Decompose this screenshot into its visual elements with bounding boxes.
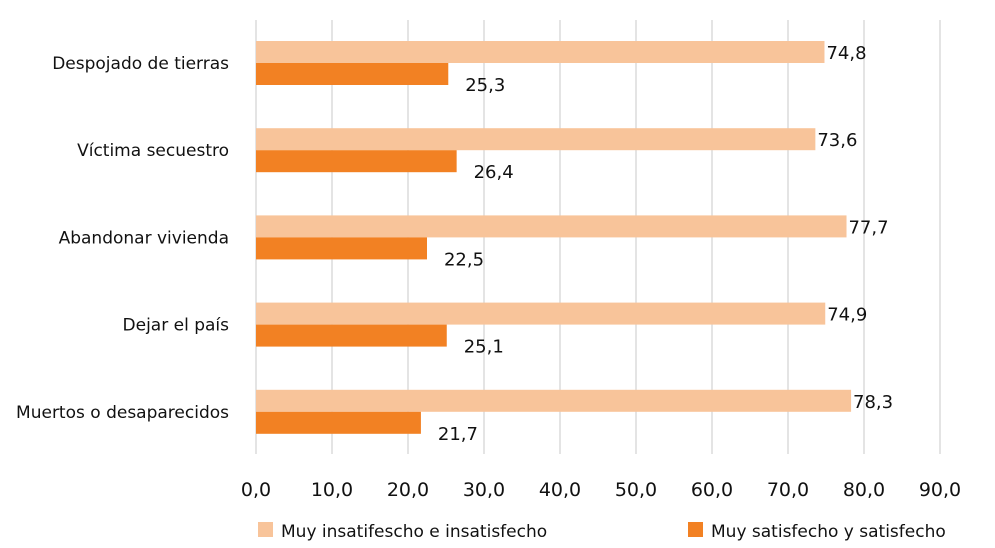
x-tick-label: 90,0 [919,479,961,501]
x-tick-label: 0,0 [241,479,271,501]
category-label: Muertos o desaparecidos [16,403,229,423]
data-label: 21,7 [438,424,478,445]
x-tick-label: 60,0 [691,479,733,501]
data-label: 25,3 [465,75,505,96]
x-tick-label: 70,0 [767,479,809,501]
data-label: 78,3 [853,392,893,413]
category-labels: Despojado de tierras Víctima secuestro Aba… [16,54,229,423]
x-tick-label: 40,0 [539,479,581,501]
data-label: 26,4 [474,162,514,183]
legend-label: Muy satisfecho y satisfecho [711,522,946,542]
bar-insatisfecho [256,215,847,238]
bar-satisfecho [256,150,457,173]
x-tick-label: 80,0 [843,479,885,501]
legend-swatch [688,522,703,537]
bars [256,41,852,434]
category-label: Abandonar vivienda [59,228,229,248]
category-label: Víctima secuestro [77,141,229,161]
x-tick-label: 10,0 [311,479,353,501]
x-tick-label: 50,0 [615,479,657,501]
data-label: 74,8 [826,43,866,64]
legend: Muy insatifescho e insatisfecho Muy satis… [258,522,946,542]
bar-satisfecho [256,63,449,85]
data-label: 73,6 [817,130,857,151]
data-label: 77,7 [848,217,888,238]
bar-insatisfecho [256,302,826,325]
category-label: Despojado de tierras [52,54,229,74]
bar-satisfecho [256,411,421,434]
x-tick-label: 30,0 [463,479,505,501]
category-label: Dejar el país [123,316,230,336]
x-tick-label: 20,0 [387,479,429,501]
data-label: 25,1 [464,337,504,358]
value-labels: 74,8 25,3 73,6 26,4 77,7 22,5 74,9 25,1 78,3 21,7 [438,43,893,445]
bar-insatisfecho [256,41,825,63]
bar-satisfecho [256,237,427,260]
legend-swatch [258,522,273,537]
legend-label: Muy insatifescho e insatisfecho [281,522,547,542]
bar-insatisfecho [256,389,852,412]
data-label: 22,5 [444,249,484,270]
bar-insatisfecho [256,128,816,151]
data-label: 74,9 [827,305,867,326]
x-axis-ticks: 0,0 10,0 20,0 30,0 40,0 50,0 60,0 70,0 80,0 90,0 [241,479,961,501]
bar-satisfecho [256,324,447,347]
